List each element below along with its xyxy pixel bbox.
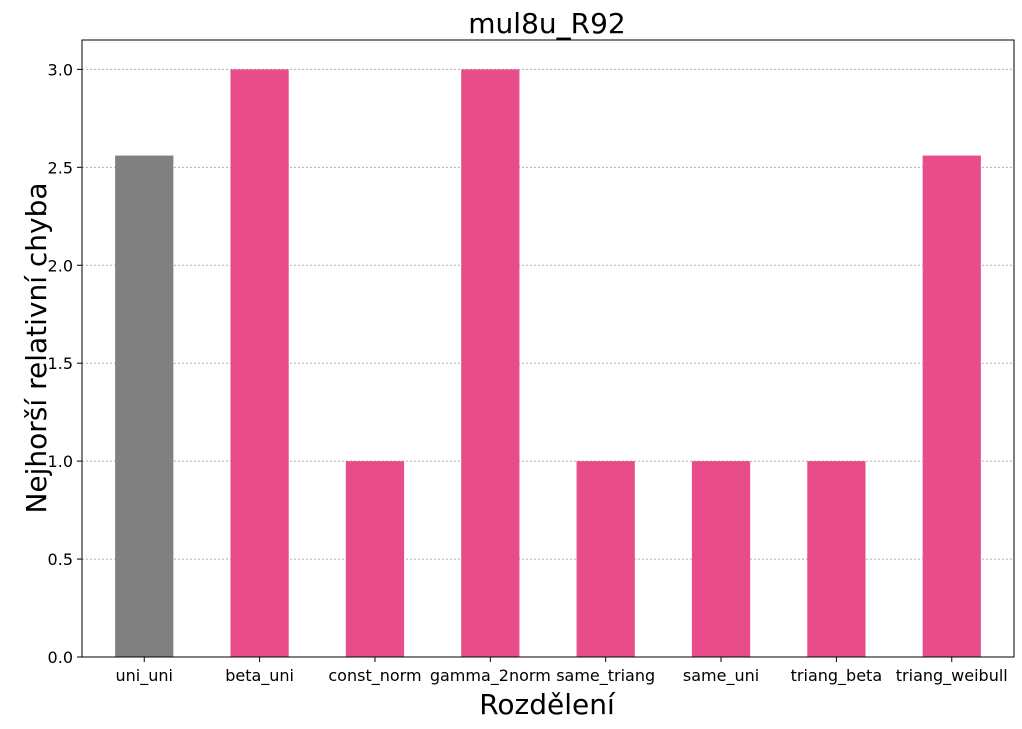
plot-frame (81, 39, 1015, 658)
x-tick-label: same_uni (683, 666, 759, 686)
y-ticks: 0.0 0.5 1.0 1.5 2.0 2.5 3.0 (48, 60, 82, 667)
bar-triang-weibull (922, 155, 981, 658)
x-tick-label: triang_weibull (896, 666, 1008, 686)
bars (115, 69, 981, 658)
x-axis-label: Rozdělení (479, 688, 616, 721)
y-tick-label: 2.0 (48, 256, 73, 275)
x-tick-label: triang_beta (791, 666, 882, 686)
bar-const-norm (345, 461, 405, 657)
x-ticks: uni_uni beta_uni const_norm gamma_2norm same… (116, 657, 1008, 686)
x-tick-label: uni_uni (116, 666, 173, 686)
y-tick-label: 3.0 (48, 60, 73, 79)
chart-title: mul8u_R92 (468, 7, 625, 40)
bar-same-uni (691, 461, 751, 657)
y-tick-label: 1.0 (48, 452, 73, 471)
x-tick-label: beta_uni (225, 666, 294, 686)
bar-gamma-2norm (461, 69, 520, 657)
y-axis-label: Nejhorší relativní chyba (20, 182, 53, 513)
y-tick-label: 2.5 (48, 158, 73, 177)
x-tick-label: const_norm (328, 666, 421, 686)
bar-triang-beta (807, 461, 866, 657)
y-tick-label: 0.0 (48, 648, 73, 667)
y-tick-label: 1.5 (48, 354, 73, 373)
x-tick-label: gamma_2norm (430, 666, 551, 686)
grid-lines (82, 68, 1014, 560)
x-tick-label: same_triang (556, 666, 655, 686)
bar-beta-uni (230, 69, 289, 657)
bar-uni-uni (115, 155, 174, 658)
bar-same-triang (576, 461, 635, 657)
y-tick-label: 0.5 (48, 550, 73, 569)
